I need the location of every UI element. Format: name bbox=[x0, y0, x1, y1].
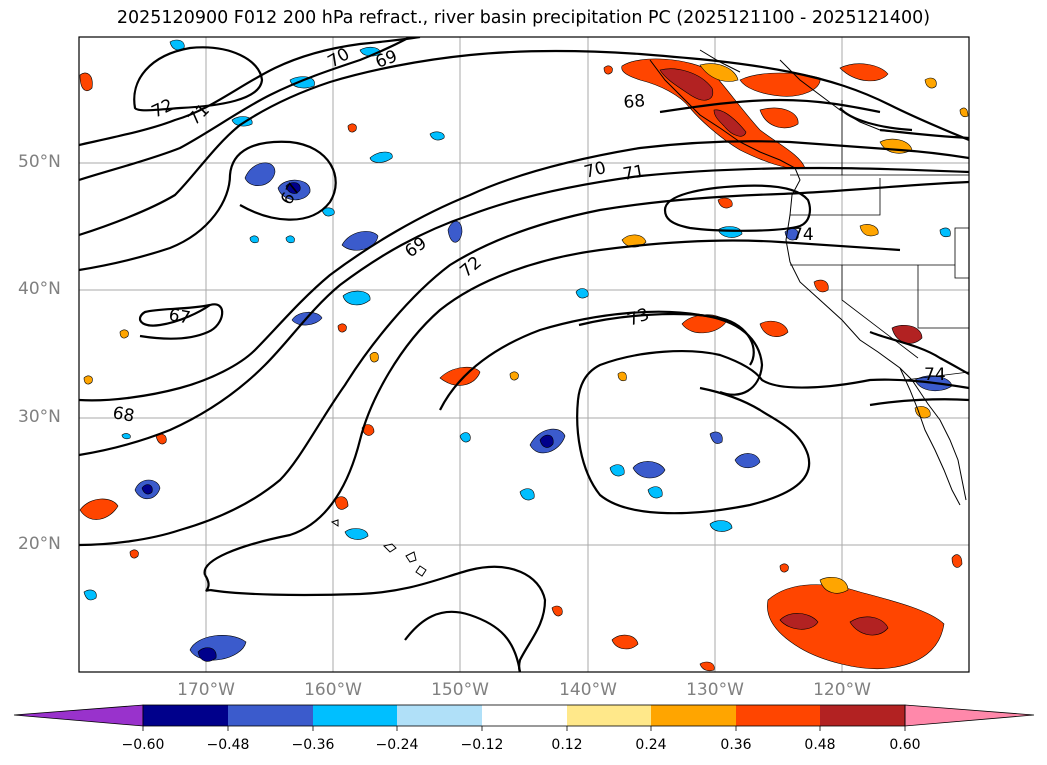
colorbar-segment bbox=[313, 705, 397, 726]
colorbar bbox=[13, 704, 1035, 731]
contour-label: 74 bbox=[792, 225, 814, 245]
colorbar-max-extension bbox=[904, 704, 1035, 727]
colorbar-tick-label: −0.36 bbox=[291, 737, 335, 753]
contour-label: 74 bbox=[924, 365, 946, 385]
colorbar-tick-label: −0.24 bbox=[375, 737, 419, 753]
lon-label: 170°W bbox=[177, 680, 235, 700]
colorbar-tick-label: 0.48 bbox=[804, 737, 836, 753]
map-frame bbox=[78, 36, 970, 673]
colorbar-segment bbox=[820, 705, 905, 726]
lon-label: 140°W bbox=[559, 680, 617, 700]
colorbar-min-extension bbox=[13, 704, 144, 727]
colorbar-segment bbox=[482, 705, 567, 726]
hawaiian-islands bbox=[330, 519, 427, 577]
colorbar-tick-label: −0.48 bbox=[206, 737, 250, 753]
map-background bbox=[79, 37, 969, 672]
colorbar-segment bbox=[397, 705, 482, 726]
lat-label: 50°N bbox=[18, 152, 61, 172]
lon-label: 150°W bbox=[431, 680, 489, 700]
map-title: 2025120900 F012 200 hPa refract., river … bbox=[116, 8, 931, 28]
contour-label: 71 bbox=[621, 161, 646, 184]
political-borders bbox=[790, 100, 969, 381]
colorbar-segment bbox=[228, 705, 313, 726]
lat-label: 20°N bbox=[18, 534, 61, 554]
positive-anomaly-areas bbox=[79, 58, 969, 672]
contour-label: 67 bbox=[167, 305, 192, 328]
colorbar-segment bbox=[567, 705, 651, 726]
colorbar-tick-label: 0.24 bbox=[635, 737, 667, 753]
colorbar-tick-label: −0.12 bbox=[460, 737, 504, 753]
contour-label: 68 bbox=[111, 403, 136, 426]
lon-label: 130°W bbox=[686, 680, 744, 700]
lon-label: 120°W bbox=[813, 680, 871, 700]
colorbar-segment bbox=[736, 705, 820, 726]
colorbar-tick-label: 0.60 bbox=[889, 737, 921, 753]
lon-label: 160°W bbox=[304, 680, 362, 700]
lat-label: 40°N bbox=[18, 279, 61, 299]
colorbar-tick-label: 0.12 bbox=[551, 737, 583, 753]
colorbar-segment bbox=[143, 705, 228, 726]
contour-label: 68 bbox=[623, 91, 646, 113]
lat-label: 30°N bbox=[18, 407, 61, 427]
colorbar-tick-label: 0.36 bbox=[720, 737, 752, 753]
colorbar-segment bbox=[651, 705, 736, 726]
refractivity-contours bbox=[79, 37, 969, 672]
colorbar-tick-label: −0.60 bbox=[121, 737, 165, 753]
